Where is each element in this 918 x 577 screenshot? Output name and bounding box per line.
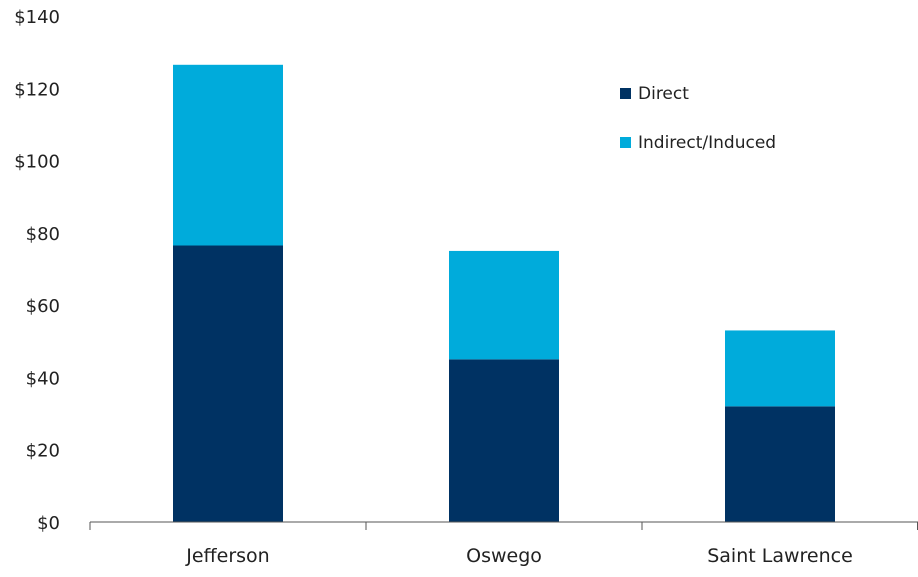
x-category-label: Oswego [466,545,542,567]
y-axis-ticks: $0 $20 $40 $60 $80 $100 $120 $140 [14,7,60,534]
legend-swatch [620,88,631,99]
y-tick-label: $140 [14,7,60,28]
y-tick-label: $0 [37,513,60,534]
legend-label: Indirect/Induced [638,133,776,153]
x-category-label: Jefferson [185,545,269,567]
bar-direct-oswego [449,359,559,522]
y-tick-label: $60 [26,296,60,317]
bar-indirect-induced-saint-lawrence [725,330,835,407]
y-tick-label: $120 [14,79,60,100]
y-tick-label: $80 [26,224,60,245]
x-category-label: Saint Lawrence [707,545,853,567]
bar-indirect-induced-oswego [449,250,559,360]
bar-direct-saint-lawrence [725,406,835,522]
bar-indirect-induced-jefferson [173,64,283,246]
legend-label: Direct [638,84,689,104]
y-tick-label: $40 [26,368,60,389]
legend-swatch [620,137,631,148]
y-tick-label: $20 [26,441,60,462]
x-axis: Jefferson Oswego Saint Lawrence [89,521,918,567]
legend: Direct Indirect/Induced [620,84,776,153]
bars [173,64,835,522]
bar-direct-jefferson [173,245,283,522]
y-tick-label: $100 [14,152,60,173]
